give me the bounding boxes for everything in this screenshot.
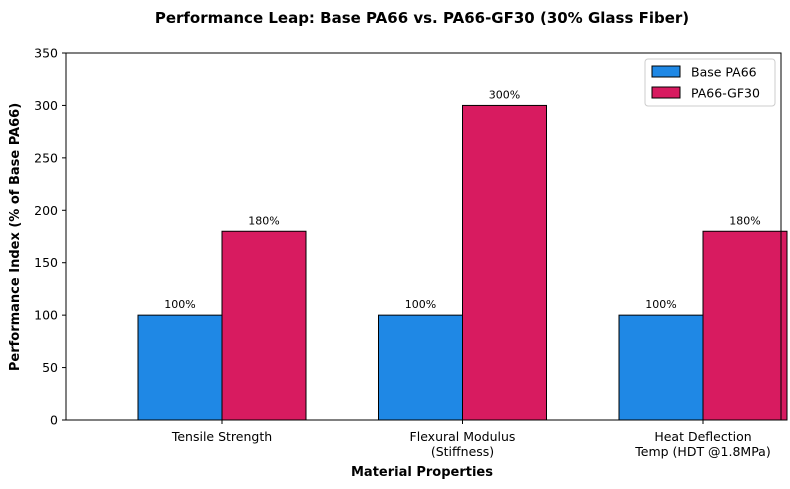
- x-axis-label: Material Properties: [351, 465, 493, 480]
- bar-gf30-2: [702, 230, 788, 421]
- legend-label-0: Base PA66: [691, 65, 757, 80]
- data-label-gf30-0: 180%: [248, 214, 279, 227]
- x-tick-label-1: Flexural Modulus (Stiffness): [410, 429, 516, 459]
- y-tick-label: 50: [42, 360, 58, 375]
- bar-gf30-0: [221, 230, 307, 421]
- y-tick-label: 250: [34, 150, 58, 165]
- y-tick-label: 350: [34, 46, 58, 61]
- bar-gf30-1: [462, 104, 547, 421]
- plot-frame: [65, 52, 782, 421]
- data-label-base-1: 100%: [405, 298, 436, 311]
- y-axis-label: Performance Index (% of Base PA66): [8, 103, 23, 371]
- bar-base-1: [378, 314, 463, 421]
- legend-swatch-1: [651, 86, 681, 99]
- y-tick-label: 200: [34, 203, 58, 218]
- x-tick-label-2: Heat Deflection Temp (HDT @1.8MPa): [634, 429, 770, 459]
- x-tick-label-0: Tensile Strength: [171, 429, 272, 444]
- bar-base-0: [137, 314, 223, 421]
- legend-label-1: PA66-GF30: [691, 86, 760, 101]
- y-tick-label: 100: [34, 308, 58, 323]
- bar-base-2: [618, 314, 704, 421]
- data-label-gf30-2: 180%: [729, 214, 760, 227]
- chart-title: Performance Leap: Base PA66 vs. PA66-GF3…: [155, 9, 689, 27]
- data-label-base-2: 100%: [645, 298, 676, 311]
- legend-swatch-0: [651, 65, 681, 78]
- y-tick-label: 0: [50, 413, 58, 428]
- data-label-gf30-1: 300%: [489, 88, 520, 101]
- y-tick-label: 300: [34, 98, 58, 113]
- data-label-base-0: 100%: [164, 298, 195, 311]
- legend: Base PA66 PA66-GF30: [644, 58, 776, 107]
- y-tick-label: 150: [34, 255, 58, 270]
